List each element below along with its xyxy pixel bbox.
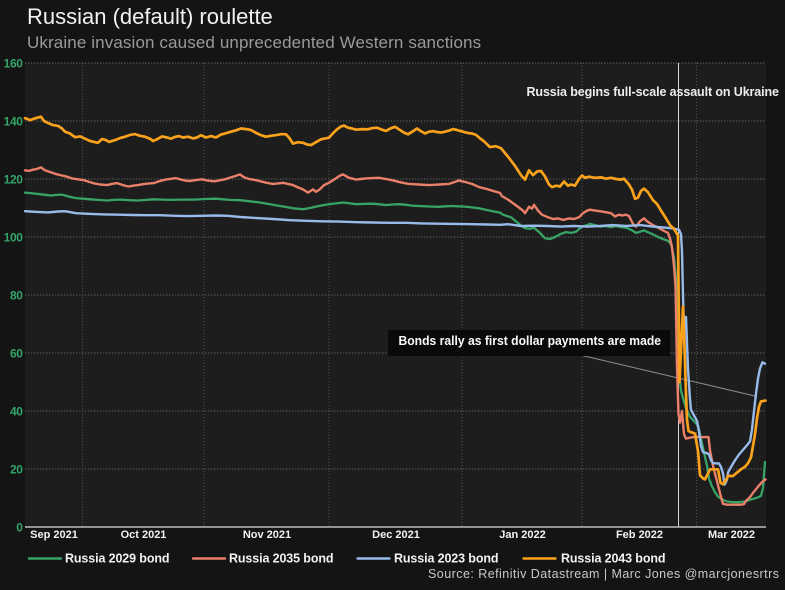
svg-text:Russia 2035 bond: Russia 2035 bond [229, 552, 334, 566]
svg-text:Bonds rally as first dollar pa: Bonds rally as first dollar payments are… [399, 333, 662, 348]
svg-text:Russia begins full-scale assau: Russia begins full-scale assault on Ukra… [527, 85, 780, 99]
svg-text:80: 80 [10, 288, 23, 302]
svg-text:140: 140 [4, 114, 24, 128]
svg-text:Oct 2021: Oct 2021 [121, 529, 167, 541]
svg-text:120: 120 [4, 172, 24, 186]
svg-text:Mar 2022: Mar 2022 [708, 529, 755, 541]
svg-text:160: 160 [4, 56, 24, 70]
svg-text:0: 0 [16, 520, 23, 534]
svg-text:Jan 2022: Jan 2022 [499, 529, 545, 541]
svg-text:40: 40 [10, 404, 23, 418]
svg-text:Russia 2029 bond: Russia 2029 bond [65, 552, 170, 566]
svg-text:Feb 2022: Feb 2022 [616, 529, 663, 541]
svg-text:60: 60 [10, 346, 23, 360]
svg-text:Russia 2043 bond: Russia 2043 bond [561, 552, 666, 566]
svg-text:Sep 2021: Sep 2021 [30, 529, 78, 541]
svg-text:20: 20 [10, 462, 23, 476]
svg-text:Nov 2021: Nov 2021 [243, 529, 291, 541]
svg-text:Russia 2023 bond: Russia 2023 bond [394, 552, 499, 566]
svg-text:100: 100 [4, 230, 24, 244]
svg-text:Dec 2021: Dec 2021 [372, 529, 420, 541]
svg-text:Source: Refinitiv Datastream |: Source: Refinitiv Datastream | Marc Jone… [428, 567, 779, 581]
